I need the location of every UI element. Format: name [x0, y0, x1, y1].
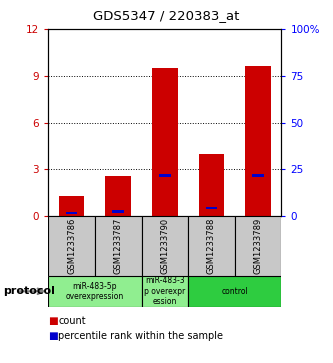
Bar [113, 211, 124, 213]
Text: GDS5347 / 220383_at: GDS5347 / 220383_at [93, 9, 240, 22]
Bar [59, 196, 85, 216]
Bar [188, 276, 281, 307]
Text: ■: ■ [48, 316, 58, 326]
Bar [235, 216, 281, 276]
Bar [198, 154, 224, 216]
Bar [142, 276, 188, 307]
Text: protocol: protocol [3, 286, 55, 296]
Text: GSM1233787: GSM1233787 [114, 218, 123, 274]
Text: control: control [221, 287, 248, 296]
Bar [105, 176, 131, 216]
Bar [66, 212, 77, 215]
Text: count: count [58, 316, 86, 326]
Text: ■: ■ [48, 331, 58, 341]
Bar [252, 174, 264, 177]
Bar [142, 216, 188, 276]
Text: miR-483-5p
overexpression: miR-483-5p overexpression [66, 282, 124, 301]
Bar [152, 68, 178, 216]
Bar [245, 66, 271, 216]
Bar [48, 216, 95, 276]
Bar [159, 174, 170, 177]
Text: GSM1233786: GSM1233786 [67, 218, 76, 274]
Text: percentile rank within the sample: percentile rank within the sample [58, 331, 223, 341]
Bar [188, 216, 235, 276]
Text: miR-483-3
p overexpr
ession: miR-483-3 p overexpr ession [144, 276, 185, 306]
Text: GSM1233790: GSM1233790 [160, 218, 169, 274]
Text: GSM1233789: GSM1233789 [253, 218, 263, 274]
Text: GSM1233788: GSM1233788 [207, 218, 216, 274]
Bar [95, 216, 142, 276]
Bar [206, 207, 217, 209]
Bar [48, 276, 142, 307]
